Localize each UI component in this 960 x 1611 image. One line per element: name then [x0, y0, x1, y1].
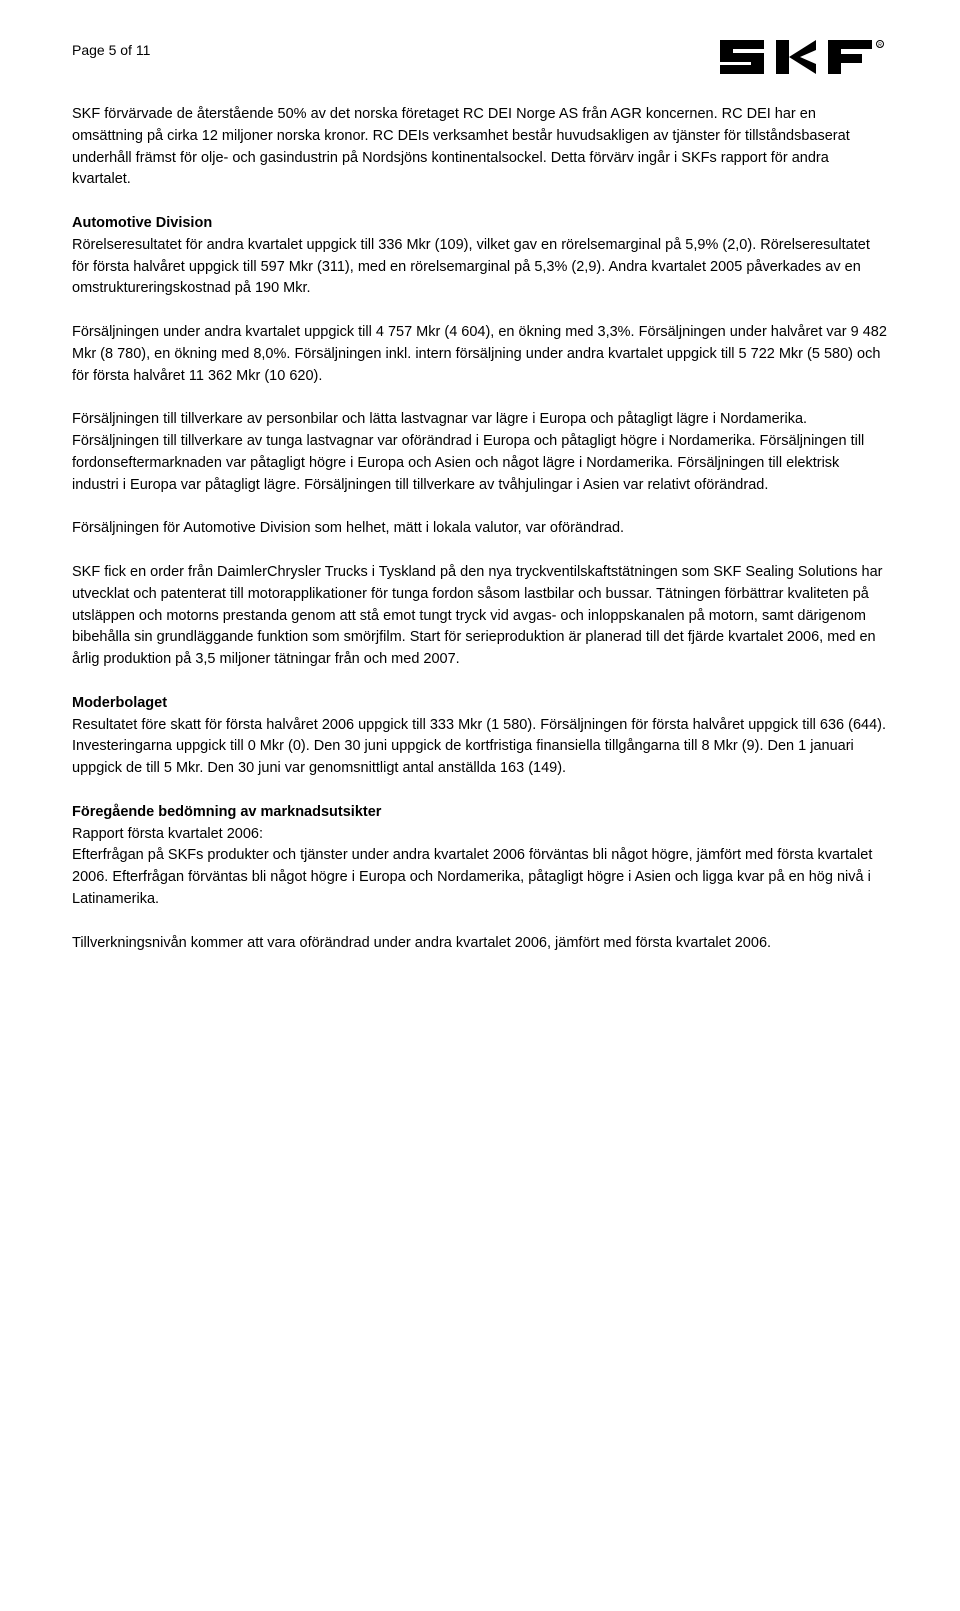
body-text: Efterfrågan på SKFs produkter och tjänst…	[72, 847, 872, 907]
page-header: Page 5 of 11 R	[72, 40, 888, 74]
section-heading-moderbolaget: Moderbolaget	[72, 695, 167, 711]
body-paragraph: Moderbolaget Resultatet före skatt för f…	[72, 693, 888, 780]
body-text: Rapport första kvartalet 2006:	[72, 826, 263, 842]
body-paragraph: Automotive Division Rörelseresultatet fö…	[72, 213, 888, 300]
body-paragraph: SKF fick en order från DaimlerChrysler T…	[72, 562, 888, 671]
body-paragraph: Försäljningen till tillverkare av person…	[72, 409, 888, 496]
body-paragraph: Försäljningen under andra kvartalet uppg…	[72, 322, 888, 387]
body-paragraph: Försäljningen för Automotive Division so…	[72, 518, 888, 540]
svg-text:R: R	[878, 43, 882, 49]
body-text: Rörelseresultatet för andra kvartalet up…	[72, 237, 870, 297]
skf-logo-icon: R	[720, 40, 888, 74]
body-text: Resultatet före skatt för första halvåre…	[72, 717, 886, 777]
body-paragraph: SKF förvärvade de återstående 50% av det…	[72, 104, 888, 191]
section-heading-automotive: Automotive Division	[72, 215, 212, 231]
skf-logo: R	[720, 40, 888, 74]
body-paragraph: Tillverkningsnivån kommer att vara oförä…	[72, 933, 888, 955]
body-paragraph: Föregående bedömning av marknadsutsikter…	[72, 802, 888, 911]
page-number: Page 5 of 11	[72, 40, 150, 61]
section-heading-foregaende: Föregående bedömning av marknadsutsikter	[72, 804, 381, 820]
